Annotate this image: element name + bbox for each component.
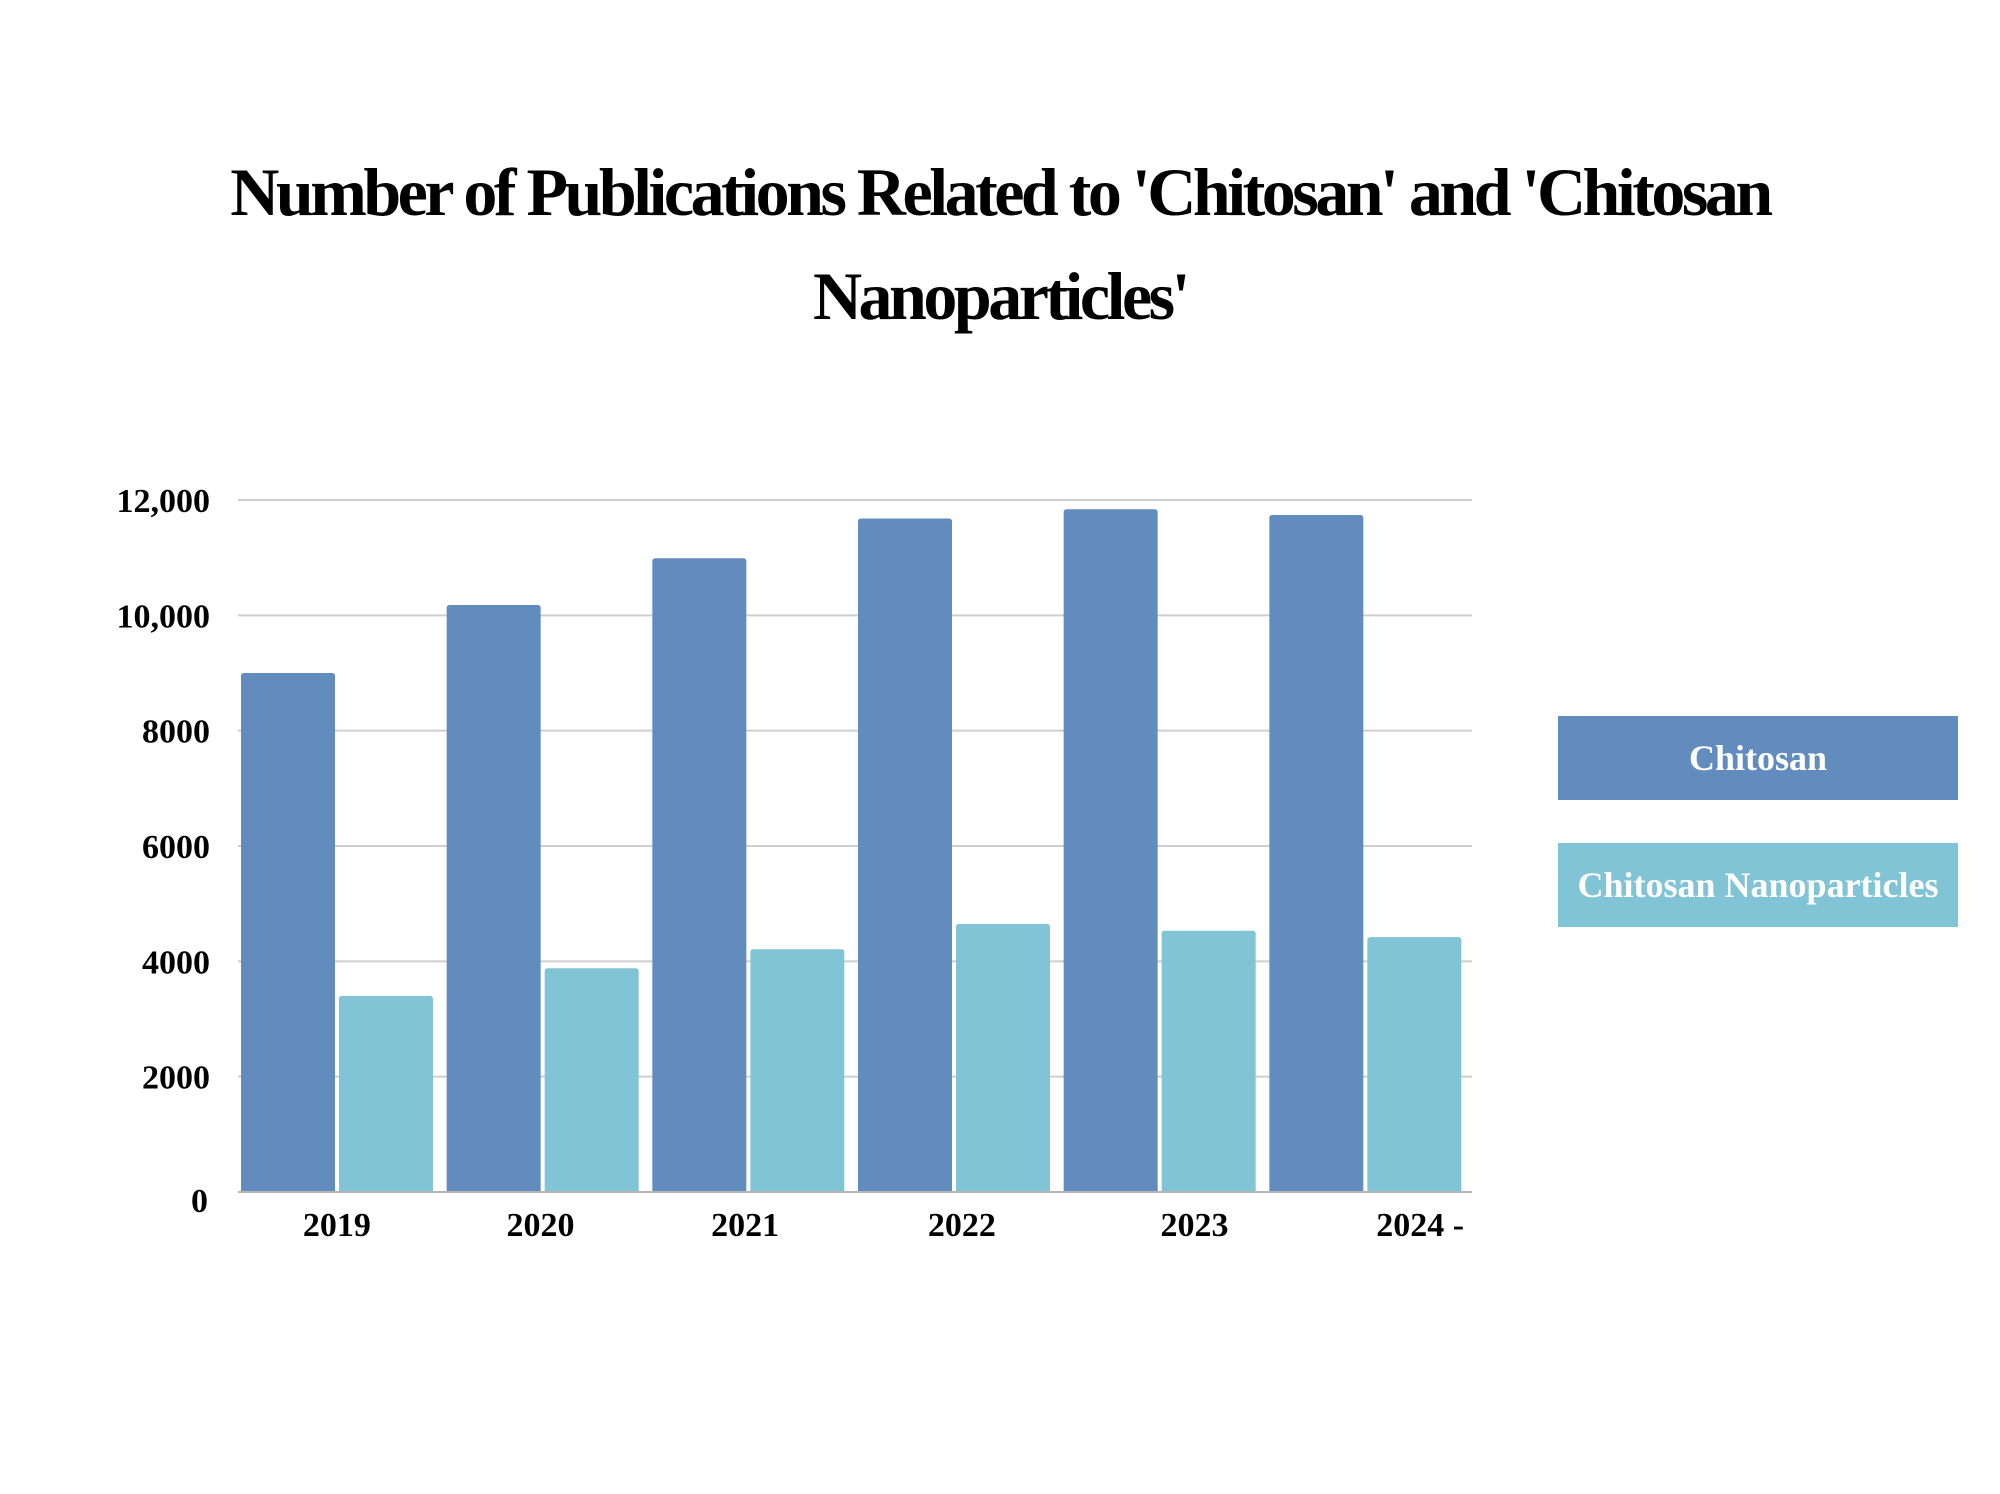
bar-chitosan-2024 [1269, 514, 1364, 1192]
legend-item-chitosan-nanoparticles: Chitosan Nanoparticles [1558, 843, 1958, 927]
y-tick-label-5: 10,000 [117, 598, 211, 635]
bar-chitosan-nanoparticles-2023 [1161, 930, 1256, 1192]
bar-chitosan-nanoparticles-2024 [1367, 937, 1462, 1192]
bar-chitosan-nanoparticles-2020 [544, 968, 639, 1192]
gridlines [238, 499, 1472, 1078]
bar-chitosan-2019 [241, 673, 335, 1192]
bar-chitosan-2023 [1063, 509, 1158, 1192]
bar-chitosan-2021 [652, 558, 747, 1192]
bar-chitosan-nanoparticles-2021 [750, 949, 845, 1192]
x-tick-label-1: 2020 [507, 1207, 575, 1244]
bar-chitosan-nanoparticles-2022 [956, 923, 1050, 1192]
x-tick-label-5: 2024 - [1376, 1207, 1464, 1244]
x-axis-tick-labels: 2019 2020 2021 2022 2023 2024 - [303, 1207, 1464, 1244]
x-tick-label-2: 2021 [711, 1207, 779, 1244]
x-tick-label-3: 2022 [928, 1207, 996, 1244]
y-tick-label-3: 6000 [142, 829, 210, 866]
y-axis-tick-labels: 0 2000 4000 6000 8000 10,000 12,000 [117, 483, 211, 1220]
legend-item-chitosan: Chitosan [1558, 716, 1958, 800]
y-tick-label-4: 8000 [142, 714, 210, 751]
x-tick-label-4: 2023 [1161, 1207, 1229, 1244]
bar-chitosan-2020 [446, 604, 541, 1192]
legend-label-chitosan-nanoparticles: Chitosan Nanoparticles [1577, 865, 1939, 905]
y-tick-label-2: 4000 [142, 944, 210, 981]
x-tick-label-0: 2019 [303, 1207, 371, 1244]
legend-label-chitosan: Chitosan [1688, 738, 1828, 778]
y-tick-label-6: 12,000 [117, 483, 211, 520]
chart-title: Number of Publications Related to 'Chito… [230, 154, 1773, 334]
y-tick-label-1: 2000 [142, 1060, 210, 1097]
bar-chitosan-2022 [858, 518, 952, 1192]
y-tick-label-0: 0 [191, 1183, 208, 1220]
bars [241, 509, 1462, 1192]
bar-chitosan-nanoparticles-2019 [339, 995, 433, 1192]
